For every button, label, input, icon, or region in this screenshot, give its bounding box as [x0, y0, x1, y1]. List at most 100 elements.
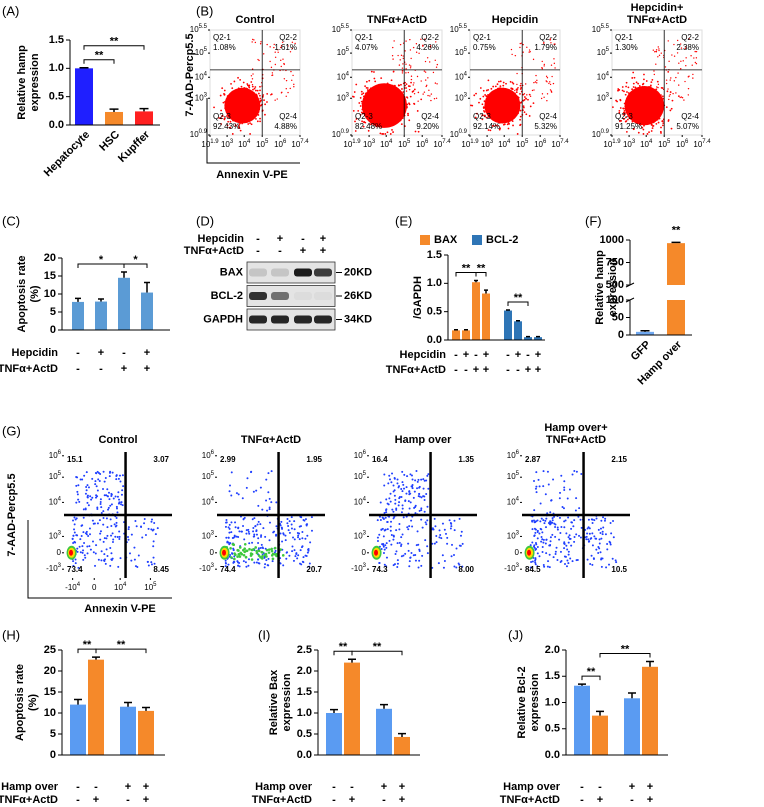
- condition-name: Hamp over: [1, 781, 59, 793]
- event-dot: [533, 544, 536, 547]
- event-dot: [238, 124, 241, 126]
- event-dot: [297, 554, 300, 557]
- event-dot: [251, 98, 253, 101]
- event-dot: [554, 67, 556, 69]
- significance-label: *: [99, 254, 104, 266]
- bar: [524, 337, 532, 340]
- event-dot: [361, 102, 364, 105]
- event-dot: [393, 106, 396, 109]
- y-tick-label: 10: [44, 707, 56, 719]
- event-dot: [645, 80, 648, 82]
- legend-swatch: [420, 235, 430, 245]
- tick-label: 0: [362, 548, 367, 557]
- event-dot: [665, 82, 668, 85]
- event-dot: [279, 548, 282, 551]
- event-dot: [551, 75, 553, 78]
- event-dot: [507, 94, 510, 97]
- event-dot: [277, 49, 279, 51]
- event-dot: [530, 560, 533, 563]
- event-dot: [449, 527, 452, 530]
- event-dot: [423, 70, 426, 72]
- event-dot: [665, 106, 668, 109]
- event-dot: [228, 117, 231, 119]
- event-dot: [563, 563, 566, 566]
- event-dot: [231, 93, 234, 95]
- event-dot: [213, 106, 215, 109]
- event-dot: [519, 115, 522, 118]
- event-dot: [283, 63, 285, 66]
- quadrant-value: 1.61%: [274, 43, 297, 52]
- event-dot: [267, 551, 271, 554]
- event-dot: [408, 565, 411, 568]
- event-dot: [285, 79, 288, 82]
- event-dot: [384, 112, 386, 114]
- event-dot: [235, 492, 238, 495]
- event-dot: [244, 108, 246, 111]
- event-dot: [380, 528, 383, 531]
- tick-base: 10: [343, 140, 352, 149]
- event-dot: [220, 117, 223, 120]
- event-dot: [404, 99, 407, 101]
- event-dot: [400, 110, 403, 112]
- event-dot: [247, 100, 250, 103]
- event-dot: [499, 106, 502, 109]
- event-dot: [525, 83, 527, 85]
- event-dot: [228, 527, 231, 530]
- event-dot: [438, 529, 441, 532]
- tick-exponent: 5.5: [199, 24, 208, 30]
- event-dot: [119, 557, 122, 560]
- event-dot: [385, 546, 388, 549]
- event-dot: [390, 79, 393, 82]
- event-dot: [589, 537, 592, 540]
- event-dot: [259, 556, 262, 559]
- event-dot: [290, 527, 293, 530]
- event-dot: [423, 479, 426, 482]
- event-dot: [247, 114, 250, 117]
- event-dot: [409, 67, 412, 69]
- event-dot: [296, 557, 299, 560]
- event-dot: [289, 51, 292, 53]
- event-dot: [417, 130, 420, 133]
- event-dot: [541, 550, 544, 553]
- event-dot: [652, 121, 655, 124]
- event-dot: [229, 547, 232, 550]
- event-dot: [652, 49, 655, 51]
- event-dot: [384, 528, 387, 531]
- event-dot: [410, 474, 413, 477]
- event-dot: [579, 536, 582, 539]
- event-dot: [237, 87, 240, 90]
- event-dot: [655, 63, 657, 65]
- event-dot: [225, 521, 228, 524]
- event-dot: [687, 94, 690, 96]
- event-dot: [432, 528, 435, 531]
- event-dot: [551, 521, 554, 524]
- event-dot: [416, 110, 419, 112]
- event-dot: [609, 521, 612, 524]
- event-dot: [223, 89, 226, 92]
- event-dot: [247, 558, 250, 561]
- event-dot: [566, 548, 569, 551]
- event-dot: [406, 103, 409, 106]
- event-dot: [384, 122, 387, 125]
- event-dot: [277, 51, 279, 54]
- y-tick-label: 5: [50, 306, 56, 318]
- event-dot: [457, 562, 460, 565]
- event-dot: [144, 534, 147, 537]
- event-dot: [600, 537, 603, 540]
- event-dot: [519, 109, 522, 112]
- event-dot: [77, 498, 80, 501]
- event-dot: [554, 550, 557, 553]
- event-dot: [394, 102, 397, 105]
- event-dot: [511, 105, 514, 108]
- y-tick-label: 1.0: [545, 696, 560, 708]
- event-dot: [270, 94, 272, 96]
- event-dot: [532, 58, 535, 61]
- tick-label: 104: [640, 139, 653, 150]
- y-axis-title: /GAPDH: [412, 276, 424, 319]
- event-dot: [651, 127, 654, 130]
- event-dot: [267, 491, 270, 494]
- y-axis-title: Relative Bcl-2: [516, 666, 528, 738]
- event-dot: [362, 125, 365, 128]
- tick-base: -10: [351, 564, 363, 573]
- event-dot: [380, 108, 383, 111]
